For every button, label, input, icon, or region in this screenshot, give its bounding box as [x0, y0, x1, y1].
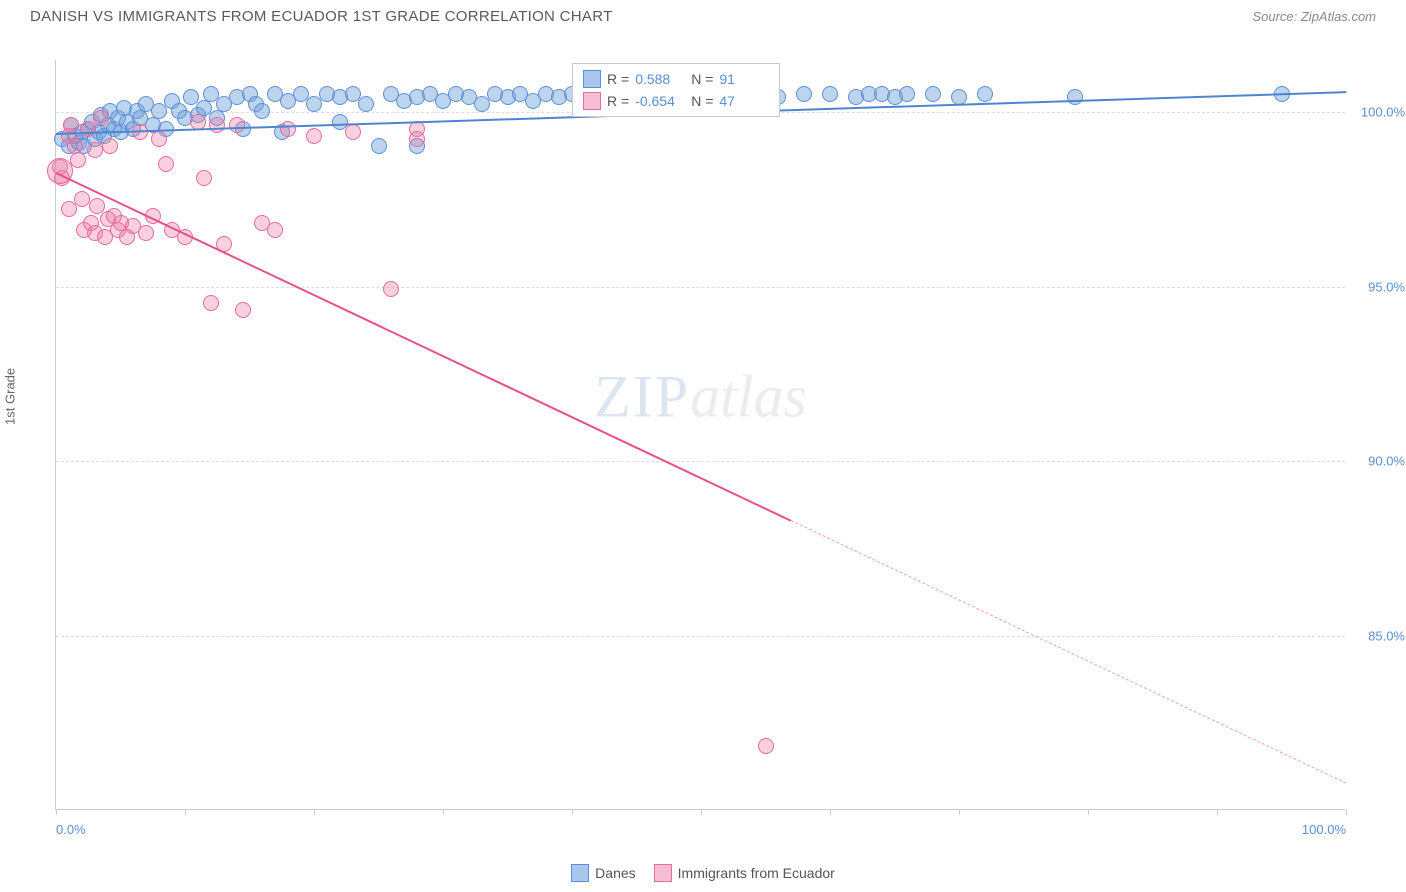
data-point	[899, 86, 915, 102]
y-tick-label: 85.0%	[1368, 628, 1405, 643]
data-point	[235, 302, 251, 318]
trend-line	[56, 172, 792, 522]
data-point	[409, 131, 425, 147]
watermark-atlas: atlas	[690, 364, 807, 430]
source-label: Source: ZipAtlas.com	[1252, 9, 1376, 24]
data-point	[822, 86, 838, 102]
x-tick	[1346, 809, 1347, 815]
x-tick	[185, 809, 186, 815]
x-tick	[830, 809, 831, 815]
x-tick	[1088, 809, 1089, 815]
data-point	[196, 170, 212, 186]
chart-title: DANISH VS IMMIGRANTS FROM ECUADOR 1ST GR…	[30, 8, 613, 25]
data-point	[151, 131, 167, 147]
data-point	[93, 110, 109, 126]
data-point	[87, 142, 103, 158]
stat-r-value: 0.588	[635, 71, 685, 87]
legend-swatch	[571, 864, 589, 882]
y-tick-label: 100.0%	[1361, 105, 1405, 120]
data-point	[74, 191, 90, 207]
scatter-chart: ZIPatlas 85.0%90.0%95.0%100.0%0.0%100.0%…	[55, 60, 1345, 810]
x-tick	[314, 809, 315, 815]
legend-item: Immigrants from Ecuador	[654, 864, 835, 882]
data-point	[70, 152, 86, 168]
data-point	[158, 156, 174, 172]
legend-item: Danes	[571, 864, 635, 882]
data-point	[203, 295, 219, 311]
data-point	[254, 103, 270, 119]
stat-r-value: -0.654	[635, 93, 685, 109]
stats-row: R = 0.588 N = 91	[583, 68, 769, 90]
stat-r-label: R =	[607, 93, 629, 109]
x-tick	[1217, 809, 1218, 815]
data-point	[306, 128, 322, 144]
legend-label: Danes	[595, 865, 635, 881]
data-point	[345, 124, 361, 140]
data-point	[758, 738, 774, 754]
x-tick	[56, 809, 57, 815]
stat-r-label: R =	[607, 71, 629, 87]
data-point	[796, 86, 812, 102]
data-point	[209, 117, 225, 133]
watermark-zip: ZIP	[594, 364, 690, 430]
y-tick-label: 95.0%	[1368, 279, 1405, 294]
data-point	[63, 117, 79, 133]
data-point	[977, 86, 993, 102]
stats-row: R = -0.654 N = 47	[583, 90, 769, 112]
trend-line-dashed	[791, 520, 1346, 783]
gridline	[56, 636, 1345, 637]
stat-n-value: 47	[719, 93, 769, 109]
x-tick-label: 100.0%	[1302, 822, 1346, 837]
data-point	[138, 225, 154, 241]
x-tick	[572, 809, 573, 815]
data-point	[383, 281, 399, 297]
data-point	[925, 86, 941, 102]
chart-legend: Danes Immigrants from Ecuador	[0, 864, 1406, 882]
data-point	[358, 96, 374, 112]
y-tick-label: 90.0%	[1368, 454, 1405, 469]
x-tick-label: 0.0%	[56, 822, 86, 837]
legend-swatch	[654, 864, 672, 882]
stat-n-label: N =	[691, 71, 713, 87]
data-point	[1067, 89, 1083, 105]
chart-header: DANISH VS IMMIGRANTS FROM ECUADOR 1ST GR…	[0, 0, 1406, 29]
stat-n-value: 91	[719, 71, 769, 87]
legend-label: Immigrants from Ecuador	[678, 865, 835, 881]
series-swatch	[583, 92, 601, 110]
x-tick	[443, 809, 444, 815]
y-axis-title: 1st Grade	[3, 368, 18, 425]
series-swatch	[583, 70, 601, 88]
data-point	[371, 138, 387, 154]
stats-box: R = 0.588 N = 91 R = -0.654 N = 47	[572, 63, 780, 117]
stat-n-label: N =	[691, 93, 713, 109]
data-point	[102, 138, 118, 154]
x-tick	[701, 809, 702, 815]
data-point	[229, 117, 245, 133]
data-point	[280, 121, 296, 137]
x-tick	[959, 809, 960, 815]
gridline	[56, 287, 1345, 288]
data-point	[267, 222, 283, 238]
data-point	[89, 198, 105, 214]
gridline	[56, 461, 1345, 462]
watermark: ZIPatlas	[594, 363, 807, 432]
